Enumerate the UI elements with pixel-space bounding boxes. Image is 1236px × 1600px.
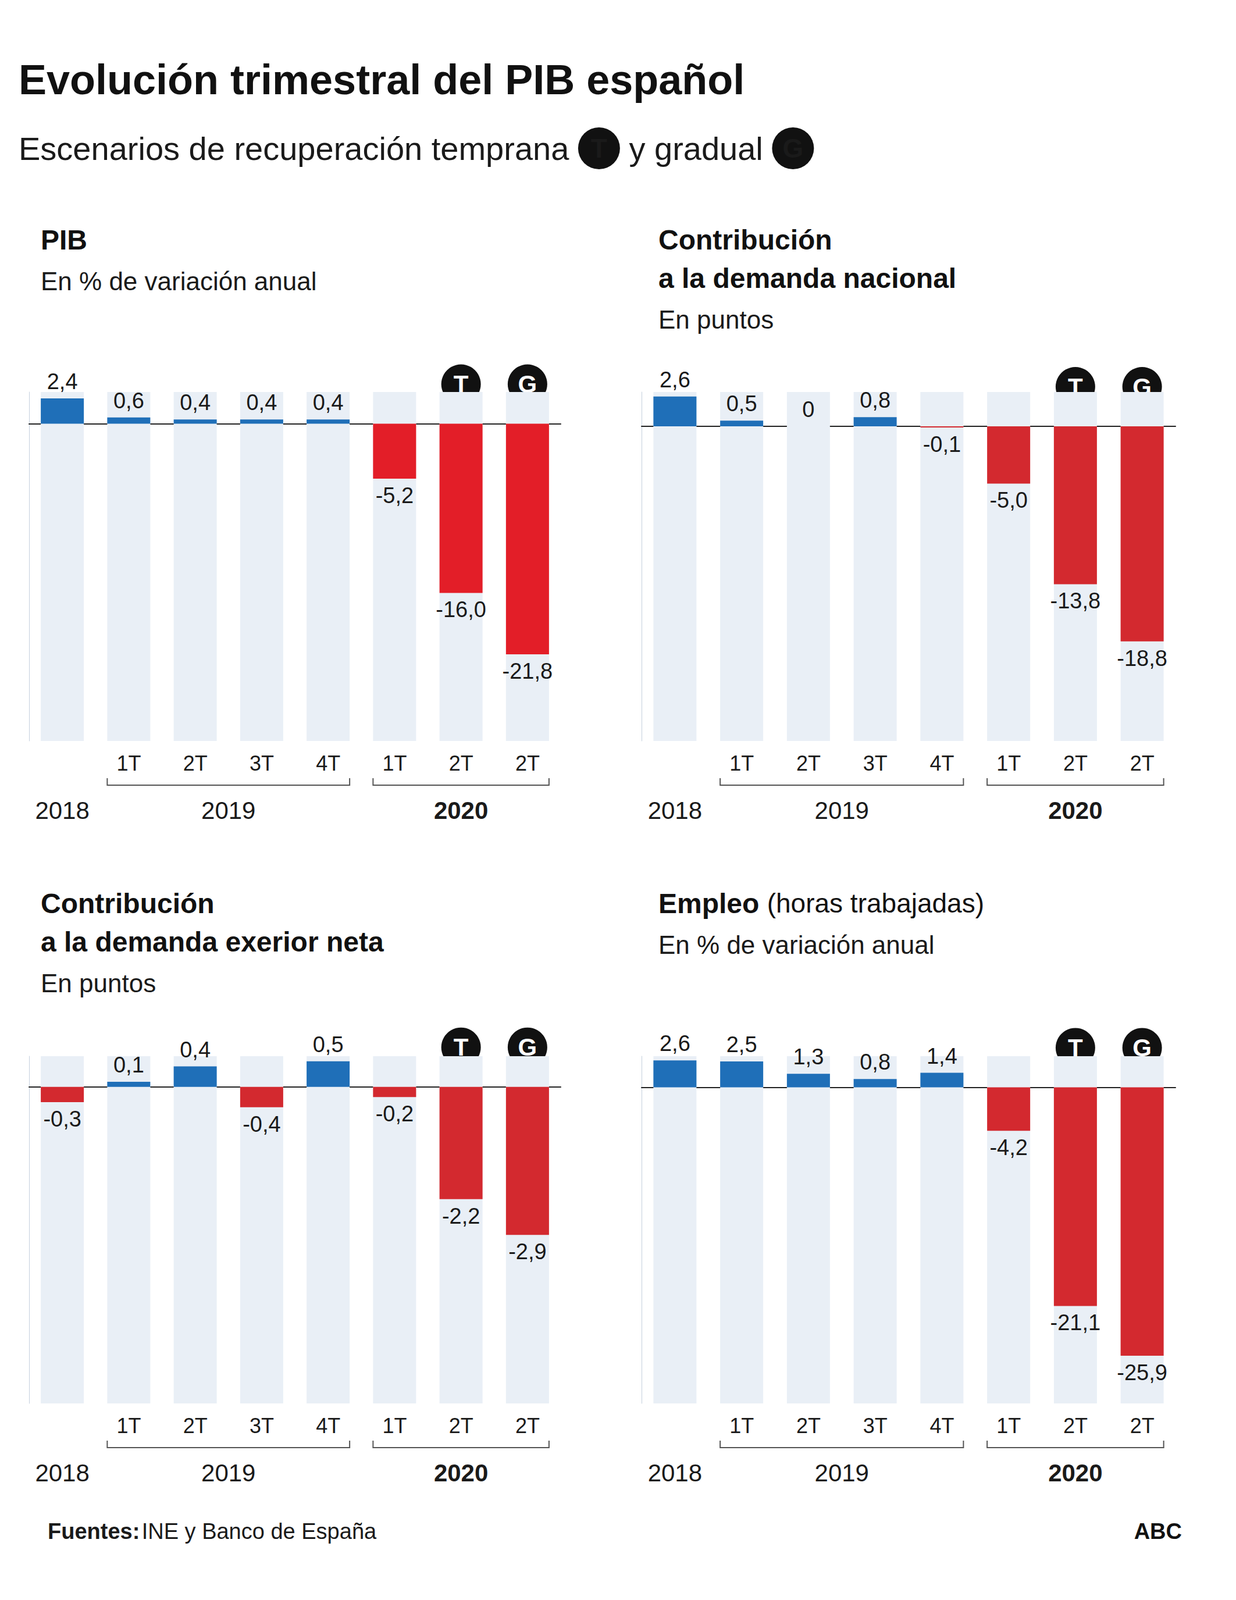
svg-text:4T: 4T (929, 1413, 954, 1438)
svg-text:2T: 2T (1130, 751, 1155, 776)
svg-text:3T: 3T (249, 751, 274, 776)
svg-text:2,4: 2,4 (47, 369, 78, 394)
svg-text:-0,2: -0,2 (375, 1101, 414, 1127)
svg-text:-13,8: -13,8 (1050, 588, 1102, 614)
svg-text:0,8: 0,8 (859, 387, 891, 413)
svg-text:ABC: ABC (1134, 1519, 1182, 1544)
svg-text:-21,1: -21,1 (1050, 1310, 1102, 1335)
svg-text:4T: 4T (929, 751, 954, 776)
svg-text:0,8: 0,8 (859, 1049, 891, 1075)
svg-text:2020: 2020 (1048, 1459, 1103, 1487)
svg-text:2019: 2019 (201, 796, 256, 825)
svg-text:0,5: 0,5 (312, 1032, 344, 1057)
svg-text:Contribución: Contribución (40, 888, 215, 920)
svg-text:-5,2: -5,2 (375, 483, 414, 508)
svg-text:2020: 2020 (433, 1459, 489, 1487)
svg-text:PIB: PIB (40, 224, 88, 256)
svg-text:G: G (517, 1033, 537, 1062)
svg-text:2018: 2018 (647, 796, 703, 825)
svg-text:2T: 2T (183, 1413, 208, 1438)
svg-text:-2,2: -2,2 (442, 1204, 480, 1229)
svg-text:2,6: 2,6 (659, 367, 691, 393)
svg-text:Evolución trimestral del PIB e: Evolución trimestral del PIB español (18, 56, 745, 103)
svg-text:-0,1: -0,1 (923, 432, 961, 457)
svg-text:-5,0: -5,0 (989, 488, 1028, 513)
svg-text:0,4: 0,4 (246, 390, 277, 415)
svg-text:Fuentes:: Fuentes: (47, 1519, 140, 1544)
svg-text:1,3: 1,3 (792, 1044, 824, 1070)
svg-text:2,5: 2,5 (726, 1032, 758, 1057)
svg-text:y gradual: y gradual (628, 130, 763, 167)
svg-text:Escenarios de recuperación tem: Escenarios de recuperación temprana (18, 130, 570, 167)
svg-text:-0,4: -0,4 (242, 1112, 281, 1137)
svg-text:G: G (1132, 373, 1152, 401)
svg-text:0,4: 0,4 (179, 1037, 211, 1063)
svg-text:2018: 2018 (34, 796, 89, 825)
svg-text:2019: 2019 (814, 1459, 869, 1487)
svg-text:G: G (782, 133, 804, 164)
svg-text:0,5: 0,5 (726, 391, 758, 416)
svg-text:3T: 3T (863, 1413, 888, 1438)
svg-text:-16,0: -16,0 (435, 597, 487, 622)
svg-text:3T: 3T (249, 1413, 274, 1438)
svg-text:1T: 1T (116, 1413, 141, 1438)
svg-text:1T: 1T (729, 751, 754, 776)
svg-text:2020: 2020 (1048, 796, 1103, 825)
svg-text:(horas trabajadas): (horas trabajadas) (767, 888, 985, 919)
svg-text:G: G (1132, 1034, 1152, 1062)
svg-text:1T: 1T (382, 751, 407, 776)
svg-text:En % de variación anual: En % de variación anual (40, 266, 317, 296)
svg-text:0,4: 0,4 (179, 390, 211, 415)
svg-text:1,4: 1,4 (926, 1044, 958, 1069)
svg-text:0,4: 0,4 (312, 390, 344, 415)
svg-text:1T: 1T (729, 1413, 754, 1438)
svg-text:INE y Banco de España: INE y Banco de España (141, 1519, 377, 1544)
svg-text:2T: 2T (183, 751, 208, 776)
svg-text:-2,9: -2,9 (508, 1239, 547, 1264)
svg-text:-18,8: -18,8 (1116, 646, 1168, 671)
svg-text:Contribución: Contribución (658, 224, 833, 256)
svg-text:a la demanda exerior neta: a la demanda exerior neta (40, 926, 384, 958)
svg-text:2T: 2T (796, 751, 821, 776)
svg-text:0: 0 (802, 397, 815, 422)
svg-text:1T: 1T (996, 751, 1021, 776)
svg-text:2T: 2T (449, 1413, 474, 1438)
svg-text:2T: 2T (515, 751, 540, 776)
svg-text:1T: 1T (116, 751, 141, 776)
svg-text:-21,8: -21,8 (502, 659, 554, 684)
svg-text:-4,2: -4,2 (989, 1135, 1028, 1160)
svg-text:4T: 4T (315, 751, 341, 776)
svg-text:2T: 2T (796, 1413, 821, 1438)
svg-text:2T: 2T (1063, 1413, 1088, 1438)
svg-text:G: G (517, 370, 537, 398)
svg-text:a la demanda nacional: a la demanda nacional (658, 262, 957, 294)
svg-text:2020: 2020 (433, 796, 489, 825)
svg-text:2018: 2018 (34, 1459, 89, 1487)
svg-text:-25,9: -25,9 (1116, 1360, 1168, 1385)
svg-text:2T: 2T (1130, 1413, 1155, 1438)
svg-text:2019: 2019 (814, 796, 869, 825)
svg-text:T: T (1067, 373, 1083, 401)
svg-text:3T: 3T (863, 751, 888, 776)
svg-text:0,1: 0,1 (113, 1052, 145, 1078)
svg-text:T: T (1067, 1034, 1083, 1062)
svg-text:T: T (453, 370, 469, 398)
svg-text:1T: 1T (996, 1413, 1021, 1438)
svg-text:2019: 2019 (201, 1459, 256, 1487)
svg-text:2,6: 2,6 (659, 1031, 691, 1056)
svg-text:1T: 1T (382, 1413, 407, 1438)
svg-text:T: T (590, 133, 608, 164)
svg-text:En % de variación anual: En % de variación anual (658, 930, 935, 960)
svg-text:2T: 2T (1063, 751, 1088, 776)
svg-text:T: T (453, 1033, 469, 1062)
svg-text:4T: 4T (315, 1413, 341, 1438)
svg-text:Empleo: Empleo (658, 888, 760, 920)
svg-text:-0,3: -0,3 (43, 1106, 81, 1132)
svg-text:2018: 2018 (647, 1459, 703, 1487)
svg-text:0,6: 0,6 (113, 388, 145, 413)
svg-text:2T: 2T (515, 1413, 540, 1438)
svg-text:En puntos: En puntos (658, 305, 774, 334)
svg-text:En puntos: En puntos (40, 969, 156, 998)
svg-text:2T: 2T (449, 751, 474, 776)
